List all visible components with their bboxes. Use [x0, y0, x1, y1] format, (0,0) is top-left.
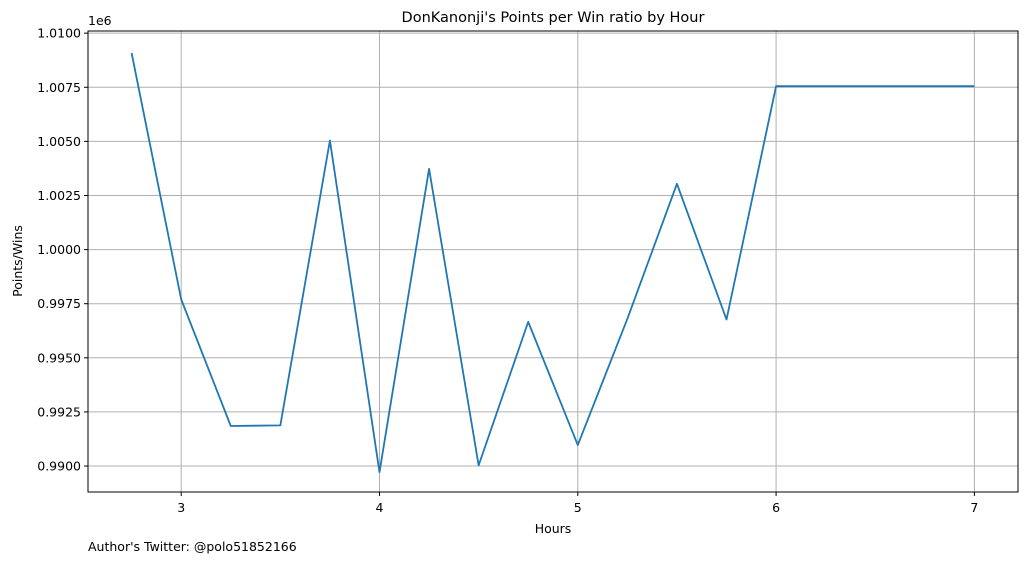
plot-area-frame — [87, 30, 1019, 493]
axis-ticks: 3 4 5 6 7 0.9900 0.9925 0.9950 0.9975 1.0000 1.002… — [37, 26, 978, 515]
x-tick-label: 7 — [970, 500, 978, 515]
chart-title: DonKanonji's Points per Win ratio by Hou… — [402, 10, 705, 26]
author-twitter-note: Author's Twitter: @polo51852166 — [88, 539, 297, 554]
series-line — [130, 52, 975, 473]
y-tick-label: 1.0075 — [37, 80, 81, 95]
y-tick-label: 0.9900 — [37, 459, 81, 474]
y-tick-label: 1.0000 — [37, 242, 81, 257]
y-tick-label: 1.0050 — [37, 134, 81, 149]
x-tick-label: 4 — [376, 500, 384, 515]
x-axis-label: Hours — [535, 521, 572, 536]
y-tick-label: 1.0025 — [37, 188, 81, 203]
y-offset-label: 1e6 — [88, 13, 112, 28]
x-tick-label: 5 — [574, 500, 582, 515]
y-tick-label: 0.9950 — [37, 350, 81, 365]
y-tick-label: 1.0100 — [37, 26, 81, 41]
x-tick-label: 6 — [772, 500, 780, 515]
y-tick-label: 0.9925 — [37, 404, 81, 419]
y-axis-label: Points/Wins — [10, 225, 25, 297]
y-tick-label: 0.9975 — [37, 296, 81, 311]
x-tick-label: 3 — [177, 500, 185, 515]
grid-lines — [88, 31, 1018, 492]
